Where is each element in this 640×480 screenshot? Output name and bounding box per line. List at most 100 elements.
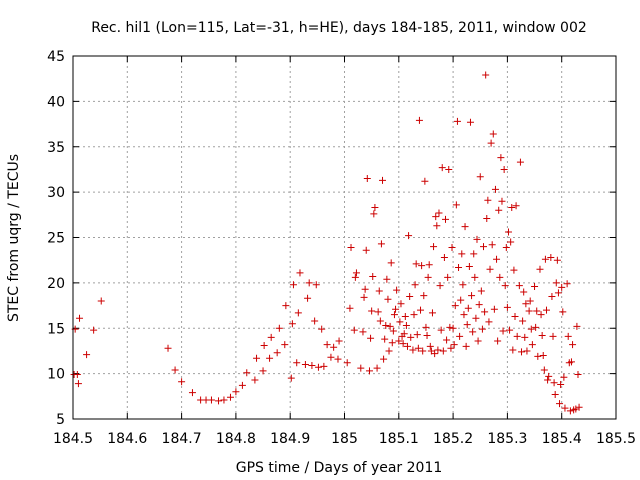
data-point [362, 246, 370, 254]
data-point [346, 304, 354, 312]
data-point [485, 318, 493, 326]
data-point [374, 308, 382, 316]
data-point [371, 204, 379, 212]
data-point [480, 243, 488, 251]
data-point [464, 304, 472, 312]
data-point [399, 340, 407, 348]
data-point [266, 354, 274, 362]
data-point [443, 336, 451, 344]
data-point [549, 332, 557, 340]
y-tick-label: 35 [47, 140, 65, 156]
data-point [452, 201, 460, 209]
data-point [312, 281, 320, 289]
data-point [536, 265, 544, 273]
x-tick-label: 184.7 [162, 431, 202, 447]
data-point [289, 281, 297, 289]
data-point [421, 177, 429, 185]
data-point [550, 379, 558, 387]
data-point [498, 197, 506, 205]
data-point [465, 263, 473, 271]
data-point [314, 363, 322, 371]
data-point [499, 327, 507, 335]
data-point [402, 322, 410, 330]
data-point [389, 327, 397, 335]
data-point [551, 390, 559, 398]
data-point [275, 324, 283, 332]
data-point [438, 164, 446, 172]
data-point [251, 376, 259, 384]
data-point [469, 328, 477, 336]
data-point [537, 311, 545, 319]
data-point [431, 350, 439, 358]
data-point [548, 292, 556, 300]
data-point [311, 317, 319, 325]
data-point [164, 344, 172, 352]
data-point [350, 326, 358, 334]
data-point [381, 335, 389, 343]
x-tick-label: 184.8 [216, 431, 256, 447]
data-point [449, 324, 457, 332]
data-point [367, 334, 375, 342]
data-point [476, 173, 484, 181]
data-point [501, 282, 509, 290]
data-point [428, 309, 436, 317]
data-point [483, 214, 491, 222]
x-tick-label: 184.6 [107, 431, 147, 447]
data-point [334, 355, 342, 363]
data-point [417, 306, 425, 314]
data-point [215, 397, 223, 405]
data-point [495, 206, 503, 214]
data-point [572, 405, 580, 413]
data-point [397, 300, 405, 308]
data-point [351, 273, 359, 281]
data-point [477, 287, 485, 295]
data-point [510, 266, 518, 274]
data-point [506, 326, 514, 334]
data-point [503, 303, 511, 311]
data-point [575, 403, 583, 411]
data-point [318, 325, 326, 333]
data-point [437, 326, 445, 334]
data-point [220, 396, 228, 404]
data-point [418, 262, 426, 270]
data-point [207, 396, 215, 404]
y-tick-label: 10 [47, 367, 65, 383]
data-point [386, 322, 394, 330]
data-point [481, 308, 489, 316]
data-point [487, 139, 495, 147]
data-point [369, 273, 377, 281]
data-point [414, 344, 422, 352]
data-point [377, 240, 385, 248]
data-point [320, 362, 328, 370]
data-point [343, 359, 351, 367]
data-point [436, 282, 444, 290]
chart-title: Rec. hil1 (Lon=115, Lat=-31, h=HE), days… [91, 20, 587, 36]
data-point [420, 292, 428, 300]
x-tick-label: 185.3 [487, 431, 527, 447]
data-point [357, 364, 365, 372]
data-point [553, 256, 561, 264]
data-point [560, 373, 568, 381]
data-point [508, 204, 516, 212]
data-point [463, 321, 471, 329]
data-point [496, 273, 504, 281]
data-point [521, 333, 529, 341]
data-point [360, 293, 368, 301]
data-point [403, 342, 411, 350]
data-point [396, 318, 404, 326]
data-point [273, 349, 281, 357]
data-point [413, 331, 421, 339]
data-point [533, 307, 541, 315]
y-tick-label: 15 [47, 321, 65, 337]
data-point [522, 300, 530, 308]
x-tick-label: 185.1 [379, 431, 419, 447]
data-point [425, 261, 433, 269]
data-point [260, 341, 268, 349]
x-tick-labels: 184.5 184.6 184.7 184.8 184.9 185 185.1 185.2 18… [53, 431, 636, 447]
data-point [400, 330, 408, 338]
x-tick-label: 185.4 [542, 431, 582, 447]
data-point [293, 359, 301, 367]
data-point [470, 250, 478, 258]
data-point [359, 328, 367, 336]
data-point [538, 332, 546, 340]
